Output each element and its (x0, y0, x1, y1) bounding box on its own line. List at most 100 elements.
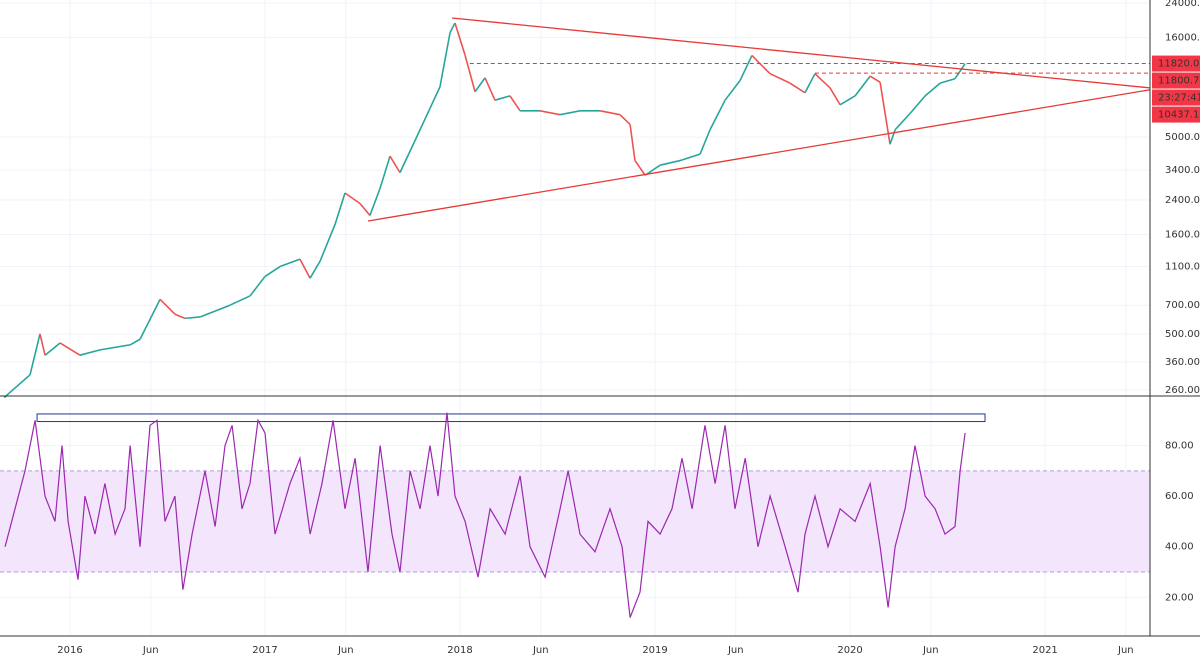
y-tick-label: 24000.00 (1165, 0, 1200, 9)
price-segment (399, 140, 416, 173)
price-segment (474, 77, 486, 93)
price-segment (954, 63, 966, 80)
price-segment (59, 342, 81, 356)
price-segment (829, 87, 841, 106)
price-segment (4, 374, 31, 398)
y-tick-label: 80.00 (1165, 441, 1194, 452)
price-segment (99, 344, 131, 351)
price-segment (751, 54, 761, 65)
x-tick-label: Jun (337, 645, 354, 656)
price-segment (359, 202, 371, 216)
x-tick-label: 2018 (447, 645, 472, 656)
price-segment (334, 192, 346, 225)
rsi-band (0, 470, 1150, 573)
price-segment (184, 316, 201, 320)
price-segment (449, 22, 456, 33)
price-segment (44, 342, 61, 356)
price-segment (724, 79, 741, 101)
price-segment (439, 32, 451, 88)
price-badge-label: 23:27:41 (1158, 93, 1200, 104)
x-tick-label: 2020 (837, 645, 862, 656)
trendline (367, 89, 1151, 222)
price-badge (1152, 89, 1200, 106)
x-tick-label: 2019 (642, 645, 667, 656)
price-segment (599, 110, 621, 116)
y-tick-label: 16000.00 (1165, 33, 1200, 44)
price-segment (759, 63, 771, 75)
price-segment (414, 108, 431, 141)
price-segment (699, 129, 711, 155)
price-badge (1152, 72, 1200, 89)
price-segment (79, 349, 101, 356)
price-badge (1152, 55, 1200, 72)
rsi-box (36, 413, 986, 423)
price-segment (344, 192, 361, 205)
price-segment (494, 95, 511, 101)
price-badge-label: 11800.72 (1158, 76, 1200, 87)
price-segment (839, 95, 856, 106)
price-segment (464, 55, 476, 92)
price-segment (369, 187, 381, 216)
price-segment (379, 155, 391, 189)
y-tick-label: 360.00 (1165, 357, 1200, 368)
price-segment (894, 112, 911, 131)
price-segment (319, 224, 336, 262)
price-segment (129, 338, 141, 346)
y-tick-label: 1600.00 (1165, 230, 1200, 241)
price-segment (619, 114, 631, 126)
price-segment (709, 99, 726, 131)
price-segment (804, 73, 816, 94)
price-segment (789, 82, 806, 94)
price-segment (629, 124, 636, 161)
price-segment (29, 333, 41, 376)
y-tick-label: 5000.00 (1165, 132, 1200, 143)
trendline (451, 17, 1151, 89)
price-segment (429, 86, 441, 109)
price-segment (279, 258, 301, 268)
price-segment (159, 298, 176, 315)
price-segment (229, 295, 251, 306)
price-segment (249, 275, 266, 297)
price-segment (939, 77, 956, 84)
x-tick-label: 2017 (252, 645, 277, 656)
price-segment (309, 260, 321, 279)
price-segment (679, 153, 701, 162)
x-tick-label: 2016 (57, 645, 82, 656)
price-segment (199, 304, 231, 318)
y-tick-label: 1100.00 (1165, 262, 1200, 273)
price-segment (39, 333, 46, 356)
price-segment (909, 95, 926, 114)
price-segment (299, 258, 311, 279)
price-segment (389, 155, 401, 174)
y-tick-label: 20.00 (1165, 592, 1194, 603)
y-tick-label: 60.00 (1165, 491, 1194, 502)
price-segment (509, 95, 521, 112)
price-segment (869, 75, 881, 83)
price-segment (139, 298, 161, 340)
price-segment (739, 55, 753, 81)
price-segment (539, 110, 561, 116)
x-tick-label: Jun (532, 645, 549, 656)
price-segment (264, 265, 281, 278)
x-tick-label: Jun (727, 645, 744, 656)
x-tick-label: Jun (1117, 645, 1134, 656)
price-segment (174, 313, 186, 320)
y-tick-label: 500.00 (1165, 329, 1200, 340)
price-segment (924, 82, 941, 97)
x-tick-label: Jun (922, 645, 939, 656)
rsi-line (4, 412, 966, 618)
x-tick-label: 2021 (1032, 645, 1057, 656)
y-tick-label: 3400.00 (1165, 165, 1200, 176)
price-segment (659, 159, 681, 166)
price-segment (634, 160, 646, 176)
y-tick-label: 260.00 (1165, 385, 1200, 396)
price-segment (769, 72, 791, 84)
y-tick-label: 2400.00 (1165, 195, 1200, 206)
price-segment (814, 73, 831, 89)
price-segment (484, 77, 496, 101)
price-segment (854, 75, 871, 97)
price-segment (559, 110, 581, 116)
x-tick-label: Jun (142, 645, 159, 656)
